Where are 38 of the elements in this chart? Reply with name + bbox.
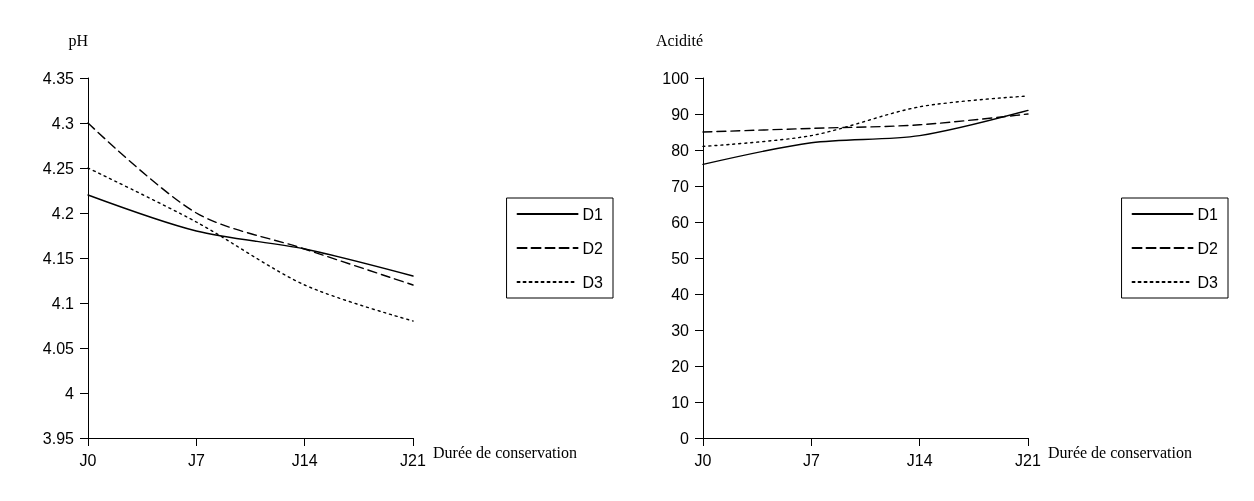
legend-label: D3 <box>1197 273 1219 291</box>
y-tick-label: 40 <box>671 285 690 303</box>
y-tick-label: 4.05 <box>42 339 75 357</box>
legend-label: D2 <box>582 239 604 257</box>
y-tick-label: 100 <box>662 69 690 87</box>
x-tick-label: J7 <box>187 451 205 469</box>
y-tick-label: 4.1 <box>51 294 75 312</box>
legend-label: D2 <box>1197 239 1219 257</box>
x-axis-title: Durée de conservation <box>1048 443 1192 461</box>
y-axis-title: pH <box>68 31 89 50</box>
x-tick-label: J14 <box>906 451 933 469</box>
y-tick-label: 30 <box>671 321 690 339</box>
y-tick-label: 4.25 <box>42 159 75 177</box>
y-tick-label: 0 <box>680 429 690 447</box>
y-tick-label: 10 <box>671 393 690 411</box>
legend-label: D1 <box>582 205 604 223</box>
x-axis-title: Durée de conservation <box>433 443 577 461</box>
y-tick-label: 3.95 <box>42 429 75 447</box>
legend-label: D3 <box>582 273 604 291</box>
x-tick-label: J0 <box>694 451 712 469</box>
y-tick-label: 4.15 <box>42 249 75 267</box>
y-tick-label: 70 <box>671 177 690 195</box>
y-tick-label: 50 <box>671 249 690 267</box>
y-tick-label: 20 <box>671 357 690 375</box>
legend-label: D1 <box>1197 205 1219 223</box>
x-tick-label: J21 <box>1015 451 1041 469</box>
x-tick-label: J14 <box>291 451 318 469</box>
y-tick-label: 4.3 <box>51 114 75 132</box>
y-tick-label: 60 <box>671 213 690 231</box>
y-tick-label: 4.35 <box>42 69 75 87</box>
y-axis-title: Acidité <box>655 31 703 49</box>
x-tick-label: J0 <box>79 451 97 469</box>
x-tick-label: J7 <box>802 451 820 469</box>
x-tick-label: J21 <box>400 451 426 469</box>
y-tick-label: 4.2 <box>51 204 75 222</box>
y-tick-label: 4 <box>65 384 75 402</box>
y-tick-label: 90 <box>671 105 690 123</box>
y-tick-label: 80 <box>671 141 690 159</box>
